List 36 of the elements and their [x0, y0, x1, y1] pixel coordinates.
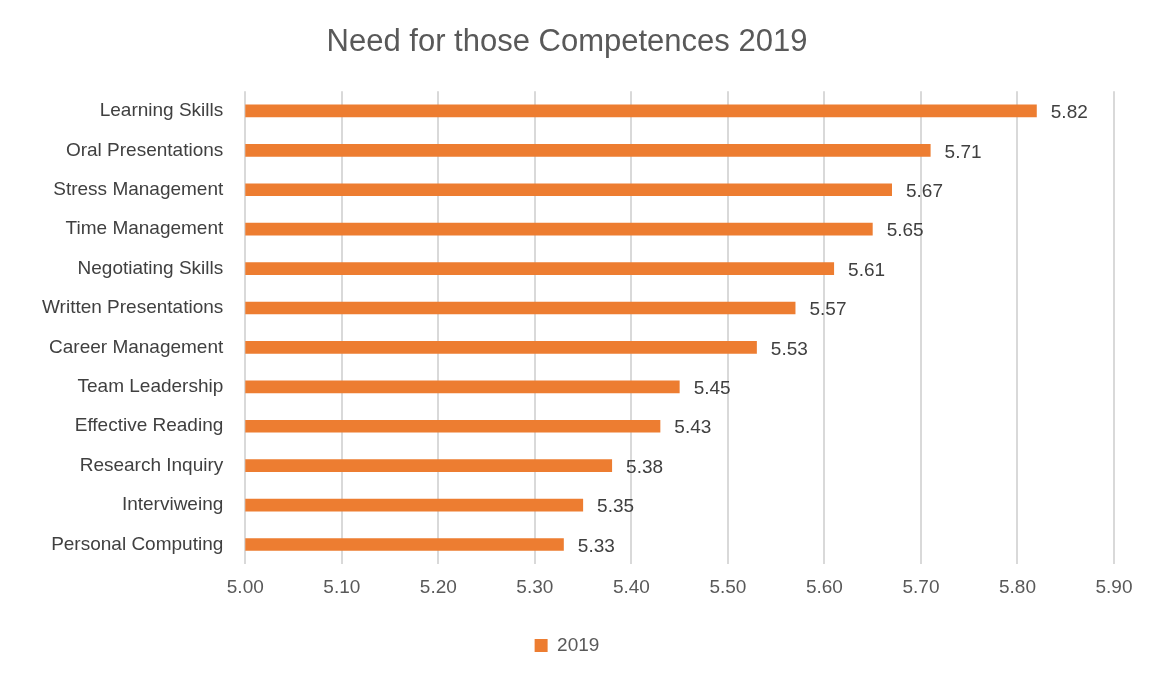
x-tick-label: 5.80: [998, 575, 1036, 597]
data-label: 5.61: [848, 258, 886, 280]
x-tick-label: 5.10: [323, 575, 361, 597]
x-tick-label: 5.60: [805, 575, 843, 597]
y-tick-label: Research Inquiry: [79, 453, 224, 475]
data-label: 5.65: [886, 219, 924, 241]
data-label: 5.53: [770, 337, 808, 359]
x-tick-label: 5.70: [902, 575, 940, 597]
legend-label: 2019: [557, 633, 600, 655]
y-tick-label: Oral Presentations: [65, 138, 224, 160]
x-tick-label: 5.00: [226, 575, 264, 597]
y-tick-label: Time Management: [65, 217, 224, 239]
x-tick-label: 5.90: [1095, 575, 1133, 597]
y-tick-label: Written Presentations: [41, 296, 224, 318]
y-tick-label: Personal Computing: [51, 532, 224, 554]
data-label: 5.67: [906, 179, 943, 201]
data-label: 5.38: [626, 455, 664, 477]
x-tick-label: 5.50: [709, 575, 747, 597]
y-tick-label: Career Management: [49, 335, 224, 357]
data-label: 5.82: [1050, 101, 1088, 123]
data-label: 5.71: [944, 140, 982, 162]
y-tick-label: Negotiating Skills: [77, 256, 224, 278]
chart-title: Need for those Competences 2019: [326, 23, 808, 59]
x-tick-label: 5.20: [419, 575, 457, 597]
x-tick-label: 5.40: [612, 575, 650, 597]
y-tick-label: Learning Skills: [99, 99, 224, 121]
y-tick-label: Interviweing: [121, 493, 224, 515]
data-label: 5.33: [577, 534, 615, 556]
y-tick-label: Stress Management: [53, 177, 224, 199]
data-label: 5.35: [597, 495, 635, 517]
data-label: 5.43: [674, 416, 712, 438]
y-tick-label: Effective Reading: [74, 414, 224, 436]
x-tick-label: 5.30: [516, 575, 554, 597]
data-label: 5.57: [809, 298, 847, 320]
y-tick-label: Team Leadership: [77, 375, 224, 397]
data-label: 5.45: [693, 377, 731, 399]
